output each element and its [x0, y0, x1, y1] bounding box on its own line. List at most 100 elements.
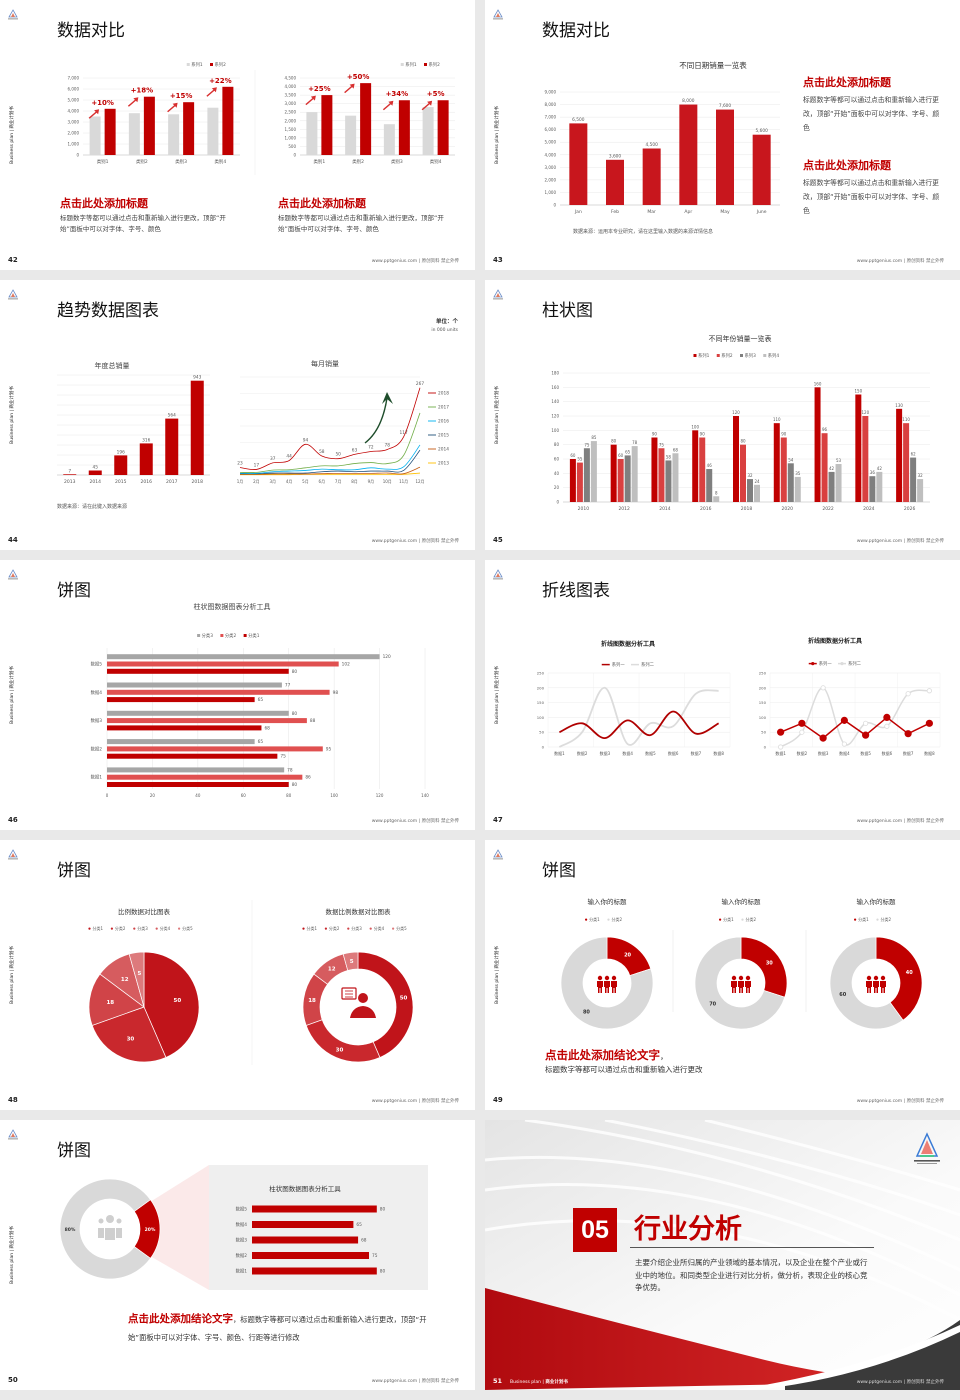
conclusion-heading[interactable]: 点击此处添加结论文字: [128, 1313, 233, 1325]
data-label: 86: [305, 775, 311, 781]
legend-label: 2018: [438, 391, 449, 397]
data-source: 数据来源：请在此键入数据来源: [57, 504, 128, 510]
x-tick-label: 2016: [141, 479, 153, 485]
bar: [754, 484, 760, 502]
y-tick-label: 数据4: [236, 1221, 248, 1228]
section-title: 行业分析: [634, 1214, 742, 1245]
bar: [183, 102, 195, 155]
bar: [862, 416, 869, 502]
x-tick-label: 7月: [335, 479, 342, 484]
bar: [699, 437, 706, 502]
bar: [383, 124, 395, 155]
y-tick-label: 数据5: [236, 1206, 248, 1213]
footer-text: www.pptgenius.com | 原创资料 禁止外传: [371, 1379, 459, 1384]
bar: [252, 1236, 359, 1244]
data-point: [904, 730, 912, 738]
slide-title: 饼图: [57, 861, 91, 881]
x-tick-label: 9月: [368, 479, 375, 484]
y-tick-label: 5,000: [545, 140, 557, 145]
bar: [747, 479, 753, 502]
data-label: 68: [264, 725, 270, 731]
legend-label: 系列二: [848, 660, 862, 667]
block-heading[interactable]: 点击此处添加标题: [803, 159, 891, 172]
logo-icon: [492, 286, 504, 300]
side-text: Business plan | 商业计划书: [10, 666, 15, 724]
x-tick-label: 60: [241, 793, 247, 798]
data-label: 4,500: [646, 142, 659, 148]
chart-title: 不同日期销量一览表: [679, 60, 747, 70]
title-underline: [630, 1247, 874, 1248]
legend-marker: [392, 927, 395, 930]
x-tick-label: 2015: [115, 479, 127, 485]
slice-label: 5: [137, 971, 141, 977]
y-tick-label: 150: [537, 700, 545, 705]
growth-label: +34%: [386, 90, 409, 98]
data-label: 80: [292, 711, 298, 717]
x-tick-label: 数据5: [645, 750, 656, 756]
bar: [835, 464, 842, 502]
legend-swatch: [693, 354, 697, 357]
x-tick-label: 4月: [286, 479, 293, 484]
chart-title: 数据比例数据对比图表: [326, 907, 392, 916]
conclusion-heading[interactable]: 点击此处添加结论文字: [545, 1048, 660, 1062]
block-body: 标题数字等都可以通过点击和重新输入进行更改，顶部“开始”面板中可以对字体、字号、…: [803, 179, 940, 215]
slide-title: 柱状图: [542, 301, 593, 321]
data-point: [862, 731, 870, 739]
footer-text: www.pptgenius.com | 原创资料 禁止外传: [371, 1099, 459, 1104]
data-point: [820, 685, 826, 691]
footer-text: www.pptgenius.com | 原创资料 禁止外传: [856, 259, 944, 264]
data-source: 数据来源：运用本专业研究，请在这里输入数据的来源详情信息: [573, 229, 714, 235]
y-tick-label: 120: [551, 414, 559, 419]
slice-label: 80%: [65, 1227, 76, 1233]
data-label: 196: [117, 449, 125, 455]
y-tick-label: 0: [556, 500, 559, 505]
legend-label: 2015: [438, 433, 449, 439]
chart-title: 折线图数据分析工具: [808, 637, 862, 645]
conclusion: 点击此处添加结论文字，: [545, 1044, 668, 1063]
x-tick-label: 2014: [90, 479, 102, 485]
chart-title: 柱状图数据图表分析工具: [269, 1184, 341, 1193]
y-tick-label: 140: [551, 399, 559, 404]
block-heading[interactable]: 点击此处添加标题: [60, 197, 148, 210]
conclusion-body: 标题数字等都可以通过点击和重新输入进行更改: [545, 1065, 703, 1074]
x-tick-label: 数据8: [924, 750, 935, 756]
page-number: 44: [8, 536, 18, 544]
grouped-bar-chart: 不同年份销量一览表0204060801001201401601802010605…: [551, 334, 930, 512]
y-tick-label: 0: [76, 153, 79, 158]
data-label: 65: [625, 449, 631, 454]
bar: [590, 441, 597, 502]
y-tick-label: 250: [759, 671, 767, 676]
legend-marker: [876, 918, 879, 921]
block-heading[interactable]: 点击此处添加标题: [278, 197, 366, 210]
block-heading[interactable]: 点击此处添加标题: [803, 76, 891, 89]
trend-arrow-icon: [364, 397, 388, 444]
data-point: [840, 716, 848, 724]
data-label: 85: [591, 435, 597, 440]
page-number: 46: [8, 816, 18, 824]
data-label: 564: [168, 413, 176, 419]
x-tick-label: 数据2: [797, 750, 808, 756]
data-label: 58: [666, 454, 672, 459]
pie-slice: [560, 936, 654, 1030]
x-tick-label: Mar: [647, 209, 656, 215]
block-body: 标题数字等都可以通过点击和重新输入进行更改，顶部“开始”面板中可以对字体、字号、…: [803, 96, 940, 132]
y-tick-label: 0: [542, 745, 545, 750]
slice-label: 70: [709, 1002, 716, 1008]
legend-swatch: [186, 63, 190, 66]
chart-title: 比例数据对比图表: [118, 907, 171, 916]
legend-label: 分类2: [329, 925, 340, 931]
bar: [828, 471, 835, 502]
side-text: Business plan | 商业计划书: [10, 106, 15, 164]
page-number: 50: [8, 1376, 18, 1384]
legend-label: 2017: [438, 405, 449, 411]
x-tick-label: May: [720, 209, 730, 215]
bar: [617, 459, 624, 502]
x-tick-label: 类别4: [214, 158, 226, 165]
slide-49: 饼图 输入你的标题 分类1 分类2 20 80 输入你的标题 分类1 分类2 30 70 输入你的标…: [485, 840, 960, 1110]
legend-label: 分类3: [202, 632, 214, 639]
pie-slice: [875, 936, 923, 1021]
data-label: 46: [707, 463, 713, 468]
x-tick-label: June: [756, 209, 767, 215]
